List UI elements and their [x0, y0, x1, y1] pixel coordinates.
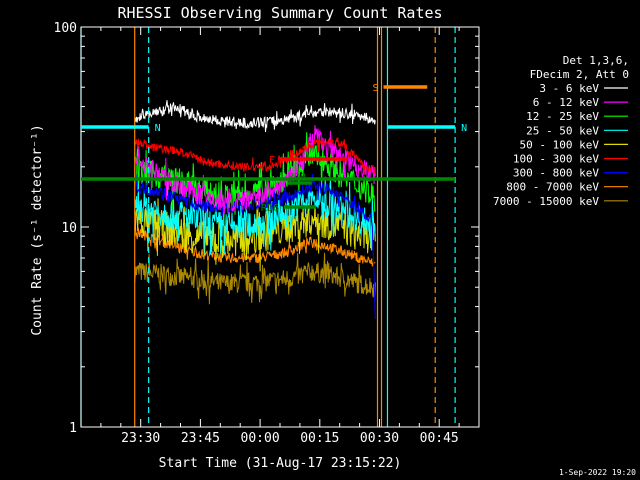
series-line [134, 174, 376, 320]
legend-label: 300 - 800 keV [513, 167, 599, 180]
y-axis: 1 10 100 [54, 21, 479, 436]
series-line [134, 100, 376, 133]
series-line [134, 175, 376, 255]
x-axis: 23:30 23:45 00:00 00:15 00:30 00:45 [80, 27, 480, 446]
x-tick-label: 00:15 [300, 431, 339, 446]
plot-area [80, 27, 456, 427]
x-tick-label: 00:45 [420, 431, 459, 446]
y-tick-label: 100 [54, 21, 77, 36]
x-axis-label: Start Time (31-Aug-17 23:15:22) [159, 456, 402, 471]
status-bar-label: RD6 [261, 203, 279, 214]
series-line [134, 137, 376, 175]
legend-header-1: Det 1,3,6, [563, 54, 629, 67]
legend-header-2: FDecim 2, Att 0 [530, 68, 629, 81]
legend-label: 12 - 25 keV [526, 110, 599, 123]
status-bar-label: N [155, 123, 161, 134]
x-tick-label: 00:00 [241, 431, 280, 446]
footer-timestamp: 1-Sep-2022 19:20 [559, 468, 636, 477]
status-bars: NNSFRD0RD6 [81, 83, 467, 214]
legend-label: 800 - 7000 keV [506, 181, 599, 194]
y-tick-label: 10 [61, 221, 77, 236]
chart-title: RHESSI Observing Summary Count Rates [117, 4, 442, 22]
legend-label: 50 - 100 keV [520, 138, 600, 151]
x-tick-label: 23:30 [121, 431, 160, 446]
status-bar-label: N [461, 123, 467, 134]
x-tick-label: 23:45 [181, 431, 220, 446]
series-line [134, 221, 376, 267]
series-line [134, 252, 376, 305]
legend-label: 25 - 50 keV [526, 124, 599, 137]
legend-label: 7000 - 15000 keV [493, 195, 599, 208]
y-tick-label: 1 [69, 421, 77, 436]
legend-label: 6 - 12 keV [533, 96, 600, 109]
x-tick-label: 00:30 [360, 431, 399, 446]
series-line [134, 197, 376, 272]
status-bar-label: F [269, 155, 275, 166]
y-axis-label: Count Rate (s⁻¹ detector⁻¹) [30, 124, 45, 335]
status-bar-label: S [372, 83, 378, 94]
legend-label: 100 - 300 keV [513, 153, 599, 166]
legend-label: 3 - 6 keV [539, 82, 599, 95]
